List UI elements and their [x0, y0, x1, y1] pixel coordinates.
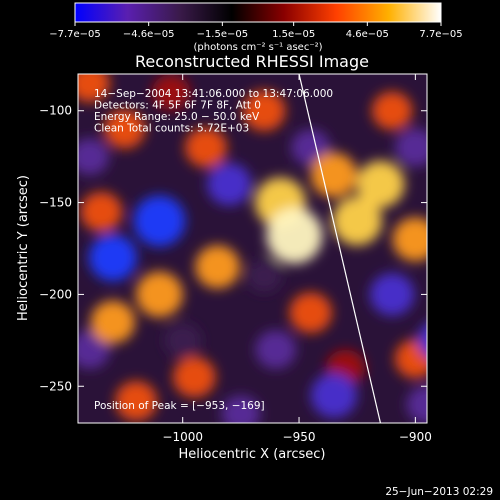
positive-emission-blob [135, 271, 183, 318]
x-tick-label: −900 [399, 430, 432, 444]
y-tick-label: −200 [39, 287, 72, 301]
negative-emission-blob [417, 323, 427, 358]
positive-emission-blob [392, 217, 427, 262]
plot-area: −1000 −950 −900 −100 −150 −200 −250 [39, 73, 493, 444]
colorbar-tick-label: 1.5e−05 [272, 29, 315, 40]
positive-emission-blob [195, 245, 240, 289]
colorbar-tick-label: −7.7e−05 [49, 29, 101, 40]
positive-emission-blob [310, 152, 358, 198]
heatmap-image [78, 74, 493, 423]
annotation-line: Detectors: 4F 5F 6F 7F 8F, Att 0 [94, 100, 261, 112]
negative-emission-blob [369, 273, 415, 316]
x-tick-label: −1000 [162, 430, 203, 444]
positive-emission-blob [371, 91, 413, 130]
plot-frame [77, 73, 428, 424]
positive-emission-blob [454, 83, 493, 119]
negative-emission-blob [395, 128, 427, 167]
positive-emission-blob [394, 339, 427, 379]
positive-emission-blob [151, 74, 191, 111]
negative-emission-blob [291, 129, 331, 166]
footer-date: 25−Jun−2013 02:29 [385, 486, 493, 498]
positive-emission-blob [103, 109, 146, 149]
y-tick-label: −150 [39, 196, 72, 210]
annotation-line: 14−Sep−2004 13:41:06.000 to 13:47:06.000 [94, 88, 333, 100]
chart-title: Reconstructed RHESSI Image [135, 52, 369, 71]
colorbar-tick-label: 7.7e−05 [419, 29, 462, 40]
positive-emission-blob [442, 294, 482, 331]
peak-position-label: Position of Peak = [−953, −169] [94, 400, 265, 412]
negative-emission-blob [406, 385, 427, 423]
positive-emission-blob [80, 191, 123, 232]
annotation-line: Energy Range: 25.0 − 50.0 keV [94, 111, 260, 123]
colorbar-ticks: −7.7e−05 −4.6e−05 −1.5e−05 1.5e−05 4.6e−05 7.… [49, 22, 463, 40]
annotations: 14−Sep−2004 13:41:06.000 to 13:47:06.000… [94, 88, 333, 135]
y-axis-ticks: −100 −150 −200 −250 [39, 104, 427, 393]
positive-emission-blob [440, 182, 483, 223]
negative-emission-blob [133, 195, 186, 247]
annotation-line: Clean Total counts: 5.72E+03 [94, 123, 249, 135]
negative-emission-blob [88, 234, 137, 282]
colorbar-tick-label: −4.6e−05 [123, 29, 175, 40]
colorbar-tick-label: −1.5e−05 [197, 29, 249, 40]
negative-emission-blob [255, 330, 297, 369]
positive-emission-blob [266, 207, 323, 264]
y-axis-label: Heliocentric Y (arcsec) [16, 175, 31, 321]
y-tick-label: −250 [39, 379, 72, 393]
y-tick-label: −100 [39, 104, 72, 118]
negative-emission-blob [310, 373, 358, 418]
positive-emission-blob [185, 127, 227, 168]
negative-emission-blob [78, 138, 110, 175]
x-tick-label: −950 [283, 430, 316, 444]
negative-emission-blob [207, 162, 252, 206]
positive-emission-blob [173, 356, 216, 398]
colorbar-units-label: (photons cm⁻² s⁻¹ asec⁻²) [193, 42, 322, 53]
x-axis-label: Heliocentric X (arcsec) [179, 447, 326, 462]
solar-limb-line [298, 74, 382, 423]
colorbar [74, 2, 442, 23]
negative-emission-blob [164, 323, 202, 358]
positive-emission-blob [242, 90, 286, 132]
positive-emission-blob [356, 160, 405, 208]
positive-emission-blob [115, 381, 158, 421]
colorbar-tick-label: 4.6e−05 [346, 29, 389, 40]
positive-emission-blob [289, 292, 332, 334]
positive-emission-blob [332, 196, 383, 246]
positive-emission-blob [90, 300, 136, 344]
negative-emission-blob [246, 259, 282, 293]
positive-emission-blob [78, 74, 110, 103]
negative-emission-blob [221, 395, 261, 423]
x-axis-ticks: −1000 −950 −900 [162, 74, 432, 444]
